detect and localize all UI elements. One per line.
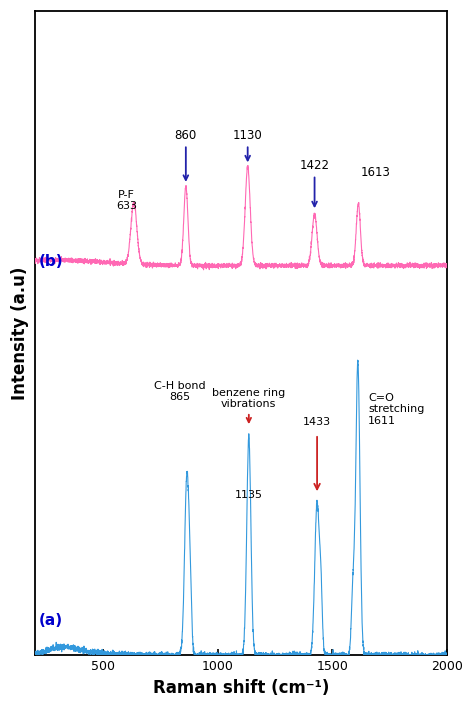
Text: 1135: 1135 bbox=[235, 490, 263, 500]
Text: benzene ring
vibrations: benzene ring vibrations bbox=[212, 387, 285, 422]
Text: C-H bond
865: C-H bond 865 bbox=[155, 381, 206, 402]
Text: 860: 860 bbox=[175, 129, 197, 180]
Text: (b): (b) bbox=[39, 254, 64, 269]
Y-axis label: Intensity (a.u): Intensity (a.u) bbox=[11, 267, 29, 400]
X-axis label: Raman shift (cm⁻¹): Raman shift (cm⁻¹) bbox=[153, 679, 329, 697]
Text: 1613: 1613 bbox=[361, 166, 391, 178]
Text: P-F
633: P-F 633 bbox=[116, 190, 137, 211]
Text: 1433: 1433 bbox=[303, 417, 331, 427]
Text: C=O
stretching
1611: C=O stretching 1611 bbox=[368, 393, 424, 426]
Text: 1422: 1422 bbox=[300, 159, 329, 206]
Text: (a): (a) bbox=[39, 613, 63, 628]
Text: 1130: 1130 bbox=[233, 129, 263, 161]
